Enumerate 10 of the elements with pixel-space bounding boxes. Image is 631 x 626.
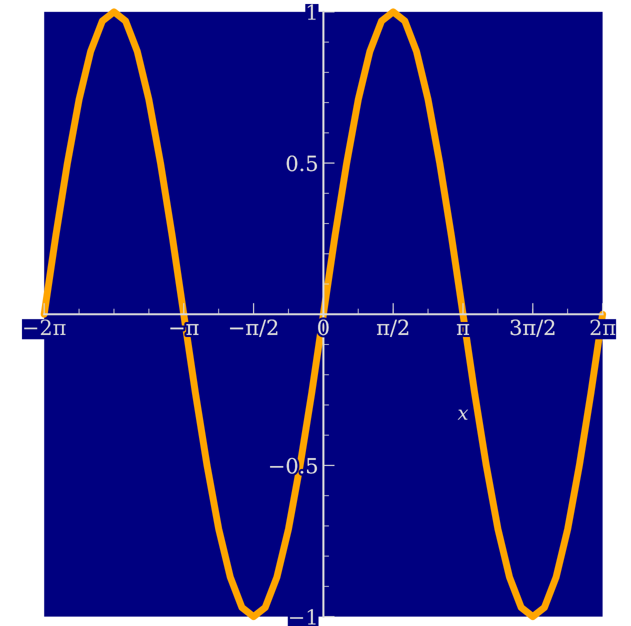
x-tick-label: −2π [24,319,66,335]
y-tick-label: −1 [290,609,316,625]
x-tick-label: π/2 [376,319,408,337]
y-tick-label: 0.5 [286,156,317,172]
x-axis-title: x [458,410,468,420]
x-tick-label: 2π [590,319,616,335]
y-tick-label: 1 [308,4,316,20]
x-tick-label: 0 [318,319,329,336]
x-tick-label: 3π/2 [510,319,554,337]
x-tick-label: −π/2 [230,319,278,337]
